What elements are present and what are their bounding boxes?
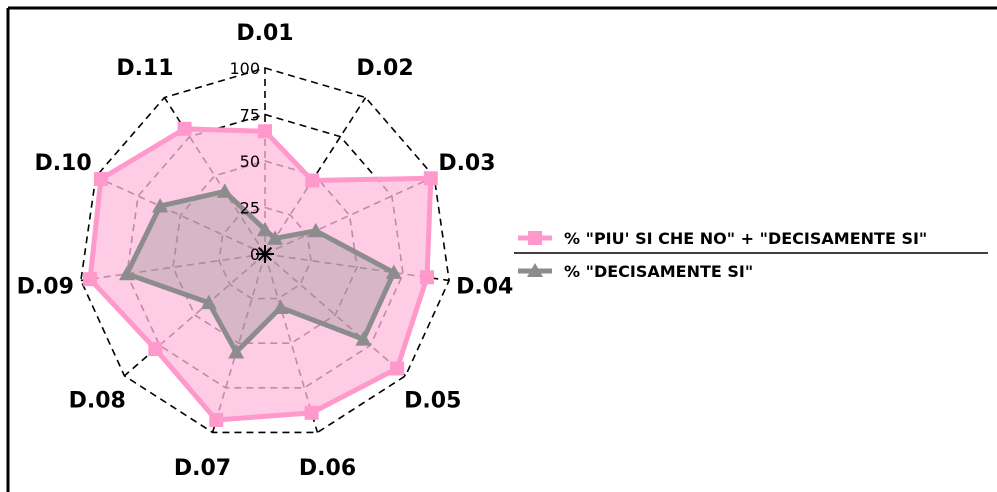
category-label-D.01: D.01 <box>236 21 293 46</box>
r-tick-75: 75 <box>240 106 260 125</box>
series-0-point-D.11 <box>177 121 192 136</box>
series-1-point-D.05 <box>355 331 372 346</box>
grid-ring-100 <box>80 67 450 434</box>
series-1-point-D.09 <box>118 265 135 281</box>
category-label-D.07: D.07 <box>174 456 231 481</box>
series-1-point-D.04 <box>385 264 402 279</box>
series-0-point-D.07 <box>209 412 224 427</box>
series-layer <box>83 121 438 427</box>
series-1-point-D.10 <box>152 198 169 213</box>
series-1-point-D.02 <box>267 230 284 245</box>
legend: % "PIU' SI CHE NO" + "DECISAMENTE SI" % "… <box>514 229 988 281</box>
legend-marker-1 <box>527 263 543 277</box>
category-labels: D.01 D.02 D.03 D.04 D.05 D.06 D.07 D.08 D.09 D.10… <box>17 21 514 481</box>
series-0-point-D.03 <box>423 171 438 186</box>
r-tick-labels: 0 25 50 75 100 <box>229 59 260 264</box>
series-0-point-D.06 <box>304 405 319 420</box>
center-mark <box>256 245 274 263</box>
series-1-point-D.03 <box>307 222 324 238</box>
r-tick-100: 100 <box>229 59 260 78</box>
legend-label-1: % "DECISAMENTE SI" <box>564 262 753 281</box>
series-1-line <box>124 188 397 355</box>
category-label-D.11: D.11 <box>116 56 173 81</box>
series-0-point-D.04 <box>420 270 435 285</box>
series-1-area <box>126 191 394 353</box>
series-1-point-D.06 <box>272 299 289 314</box>
series-0-point-D.08 <box>148 342 163 357</box>
category-label-D.08: D.08 <box>69 388 126 413</box>
category-label-D.02: D.02 <box>356 56 413 81</box>
series-0-point-D.01 <box>258 124 272 139</box>
series-1-point-D.01 <box>257 221 273 237</box>
series-1-point-D.07 <box>228 344 245 359</box>
legend-label-0: % "PIU' SI CHE NO" + "DECISAMENTE SI" <box>564 229 927 248</box>
frame-lines <box>6 6 997 492</box>
category-label-D.04: D.04 <box>456 275 513 300</box>
r-tick-50: 50 <box>240 152 260 171</box>
series-0-point-D.05 <box>390 361 405 376</box>
series-0-point-D.09 <box>83 272 98 287</box>
category-label-D.05: D.05 <box>404 388 461 413</box>
series-1-point-D.08 <box>200 294 217 310</box>
category-label-D.03: D.03 <box>438 151 495 176</box>
legend-marker-0 <box>528 231 542 245</box>
series-1-point-D.11 <box>216 183 233 198</box>
category-label-D.06: D.06 <box>299 456 356 481</box>
series-0-point-D.02 <box>305 173 320 188</box>
r-tick-0: 0 <box>250 245 260 264</box>
category-label-D.10: D.10 <box>34 151 91 176</box>
series-0-point-D.10 <box>93 172 108 187</box>
category-label-D.09: D.09 <box>17 275 74 300</box>
r-tick-25: 25 <box>240 199 260 218</box>
series-0-line <box>87 126 434 423</box>
